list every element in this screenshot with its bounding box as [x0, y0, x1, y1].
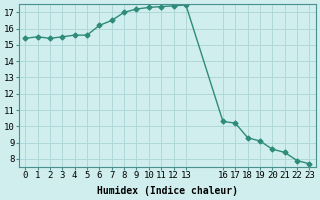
X-axis label: Humidex (Indice chaleur): Humidex (Indice chaleur) — [97, 186, 238, 196]
